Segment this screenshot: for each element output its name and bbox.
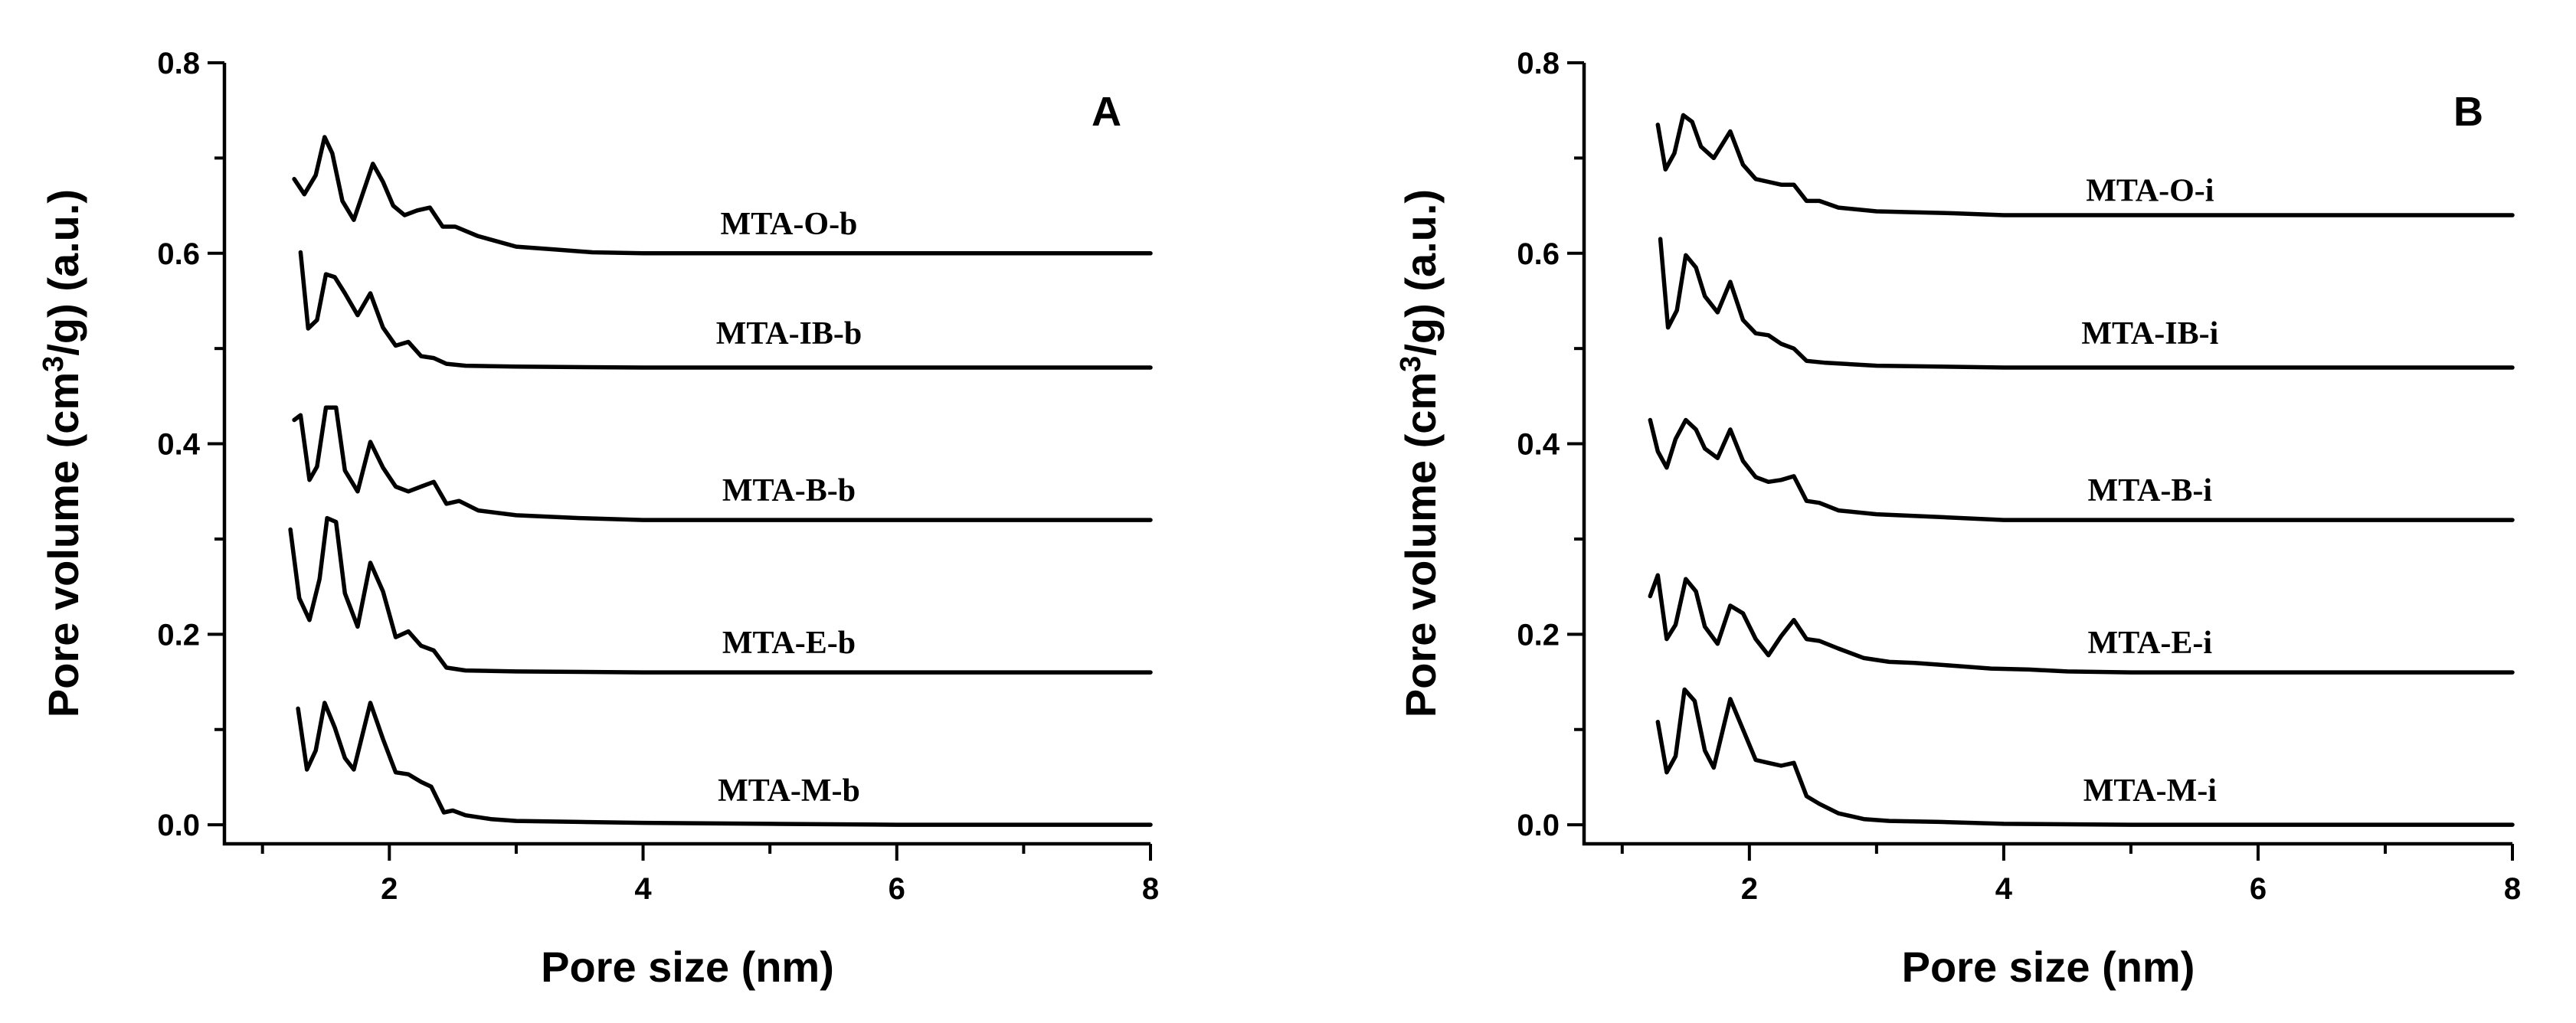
series-label-mta-o-i: MTA-O-i — [2086, 173, 2214, 208]
series-line-mta-m-i — [1655, 687, 2515, 827]
panel-a-y-tick-label: 0.0 — [157, 809, 200, 842]
series-line-mta-b-i — [1648, 417, 2515, 522]
series-label-mta-b-b: MTA-B-b — [722, 473, 856, 508]
panel-b-x-tick-label: 8 — [2504, 872, 2521, 906]
panel-b-x-tick-label: 6 — [2250, 872, 2267, 906]
series-line-mta-e-b — [288, 515, 1153, 675]
panel-a-y-tick-label: 0.2 — [157, 618, 200, 652]
series-line-mta-b-b — [292, 405, 1153, 522]
panel-b-y-tick-label: 0.8 — [1517, 47, 1560, 80]
panel-a: 2 4 6 8 0.0 0.2 0.4 0.6 0.8 Pore size (nm) Pore vo… — [38, 47, 1159, 991]
series-label-mta-o-b: MTA-O-b — [721, 207, 858, 242]
series-label-mta-b-i: MTA-B-i — [2088, 473, 2213, 508]
panel-b: 2 4 6 8 0.0 0.2 0.4 0.6 0.8 Pore size (nm) Pore vo… — [1395, 47, 2521, 991]
series-label-mta-m-b: MTA-M-b — [718, 773, 860, 809]
panel-b-x-tick-label: 2 — [1741, 872, 1758, 906]
series-line-mta-o-b — [292, 135, 1153, 256]
panel-b-y-tick-label: 0.0 — [1517, 809, 1560, 842]
panel-b-panel-letter: B — [2453, 89, 2483, 135]
series-label-mta-e-b: MTA-E-b — [722, 626, 856, 661]
series-line-mta-m-b — [296, 701, 1153, 827]
panel-a-x-tick-label: 8 — [1142, 872, 1159, 906]
panel-a-x-axis-title: Pore size (nm) — [541, 943, 834, 991]
panel-a-x-tick-label: 2 — [381, 872, 398, 906]
panel-a-panel-letter: A — [1092, 89, 1121, 135]
panel-b-y-tick-label: 0.2 — [1517, 618, 1560, 652]
panel-a-axes — [222, 63, 1151, 846]
series-label-mta-ib-i: MTA-IB-i — [2081, 316, 2218, 351]
panel-a-y-tick-label: 0.8 — [157, 47, 200, 80]
panel-b-x-tick-label: 4 — [1995, 872, 2013, 906]
panel-a-x-tick-label: 4 — [634, 872, 652, 906]
panel-b-x-axis-title: Pore size (nm) — [1902, 943, 2195, 991]
series-line-mta-o-i — [1655, 113, 2515, 217]
panel-a-y-axis-title: Pore volume (cm3/g) (a.u.) — [38, 189, 87, 717]
panel-b-y-tick-label: 0.4 — [1517, 428, 1560, 462]
panel-a-x-tick-label: 6 — [889, 872, 905, 906]
panel-b-axes — [1582, 63, 2512, 846]
panel-a-y-tick-label: 0.6 — [157, 237, 200, 271]
series-line-mta-e-i — [1648, 573, 2515, 675]
series-label-mta-m-i: MTA-M-i — [2083, 773, 2217, 809]
panel-b-y-tick-label: 0.6 — [1517, 237, 1560, 271]
series-line-mta-ib-b — [298, 250, 1153, 370]
panel-a-y-tick-label: 0.4 — [157, 428, 200, 462]
panel-b-y-axis-title: Pore volume (cm3/g) (a.u.) — [1395, 189, 1445, 717]
series-label-mta-e-i: MTA-E-i — [2088, 626, 2213, 661]
series-line-mta-ib-i — [1658, 237, 2515, 370]
series-label-mta-ib-b: MTA-IB-b — [716, 316, 862, 351]
